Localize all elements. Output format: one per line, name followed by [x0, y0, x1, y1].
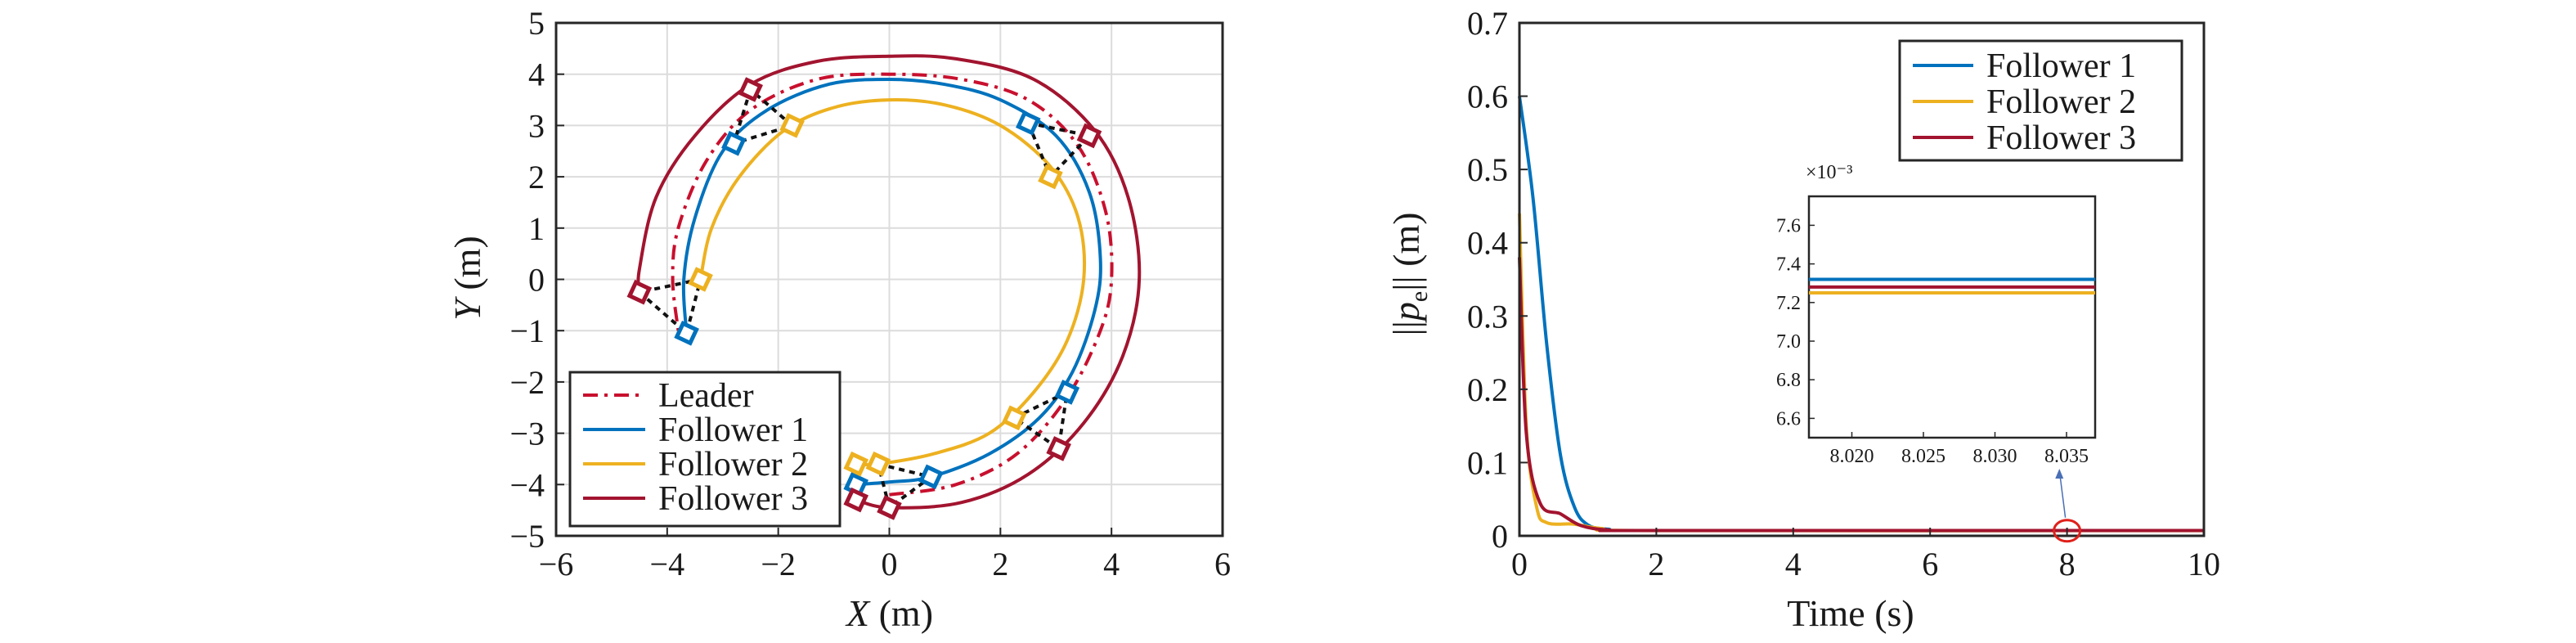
y-tick-label: 0.7	[1467, 5, 1508, 42]
legend-label-follower-3: Follower 3	[1986, 119, 2136, 157]
inset-x-tick-label: 8.020	[1830, 446, 1874, 467]
x-tick-label: −6	[539, 546, 574, 582]
inset-y-tick-label: 7.6	[1776, 215, 1801, 236]
y-tick-label: −5	[509, 518, 545, 555]
y-tick-label: 3	[528, 107, 545, 144]
inset-x-tick-label: 8.030	[1973, 446, 2017, 467]
marker-follower-3	[738, 77, 763, 102]
legend-label-follower-1: Follower 1	[658, 411, 808, 449]
y-tick-label: 0	[528, 262, 545, 299]
inset-y-tick-label: 7.0	[1776, 331, 1801, 353]
y-tick-label: 2	[528, 159, 545, 196]
x-tick-label: 4	[1103, 546, 1120, 582]
trajectory-y-axis-label: Y (m)	[447, 236, 488, 321]
trajectory-x-axis-label: X (m)	[845, 592, 933, 634]
agent-markers	[626, 77, 1102, 520]
y-tick-label: −2	[509, 364, 545, 401]
error-x-ticks: 0 2 4 6 8 10	[1511, 528, 2220, 582]
y-tick-label: 1	[528, 210, 545, 247]
marker-follower-1	[674, 321, 699, 346]
trajectory-y-ticks: −5 −4 −3 −2 −1 0 1 2 3 4 5	[509, 5, 564, 555]
x-tick-label: −2	[761, 546, 796, 582]
error-plot-frame	[1518, 21, 2206, 537]
legend-label-follower-2: Follower 2	[1986, 83, 2136, 121]
inset-y-tick-label: 6.6	[1776, 408, 1801, 429]
series-follower-3	[636, 54, 1142, 510]
y-tick-label: −3	[509, 416, 545, 452]
error-chart: 0 2 4 6 8 10 00.10.20.30.40.50.60.7 Time (s) …	[1385, 5, 2220, 634]
y-tick-label: 4	[528, 56, 545, 93]
legend-box	[568, 371, 841, 528]
marker-follower-2	[688, 267, 713, 292]
error-x-axis-label: Time (s)	[1787, 592, 1914, 634]
y-tick-label: 0.2	[1467, 371, 1508, 408]
marker-follower-2	[1038, 164, 1063, 190]
marker-follower-2	[779, 113, 805, 138]
zoom-highlight	[2053, 519, 2082, 543]
legend-label-follower-3: Follower 3	[658, 480, 808, 518]
formation-link	[1013, 389, 1070, 452]
y-tick-label: −1	[509, 313, 545, 349]
marker-follower-1	[721, 131, 747, 156]
marker-follower-2	[1002, 405, 1027, 431]
inset-y-tick-label: 6.8	[1776, 370, 1801, 391]
series-follower-3	[1518, 257, 2205, 533]
marker-follower-3	[1076, 123, 1102, 149]
marker-follower-3	[877, 495, 902, 520]
y-tick-label: 0.4	[1467, 225, 1508, 262]
marker-follower-2	[865, 451, 891, 477]
x-tick-label: 0	[882, 546, 898, 582]
error-series	[1518, 96, 2205, 533]
marker-follower-3	[1046, 436, 1071, 461]
marker-follower-3	[626, 279, 653, 305]
legend-label-follower-2: Follower 2	[658, 446, 808, 483]
marker-follower-1	[1016, 110, 1041, 136]
inset-x-tick-label: 8.035	[2044, 446, 2089, 467]
x-tick-label: 6	[1922, 546, 1938, 582]
x-tick-label: 2	[992, 546, 1008, 582]
x-tick-label: 6	[1214, 546, 1231, 582]
trajectory-x-ticks: −6 −4 −2 0 2 4 6	[539, 528, 1231, 582]
y-tick-label: −4	[509, 466, 545, 503]
x-tick-label: 8	[2059, 546, 2076, 582]
marker-follower-2	[843, 451, 869, 477]
x-tick-label: 10	[2188, 546, 2220, 582]
formation-link	[1026, 121, 1093, 180]
error-y-ticks: 0 0.1 0.2 0.3 0.4 0.5 0.6 0.7	[1467, 5, 1528, 555]
x-tick-label: 4	[1785, 546, 1802, 582]
zoom-inset: 8.020 8.025 8.030 8.035 6.6 6.8 7.0 7.2 7.4 7.6 ×1…	[1776, 162, 2097, 518]
series-leader	[671, 72, 1114, 497]
y-tick-label: 0	[1492, 518, 1508, 555]
x-tick-label: −4	[650, 546, 685, 582]
legend-label-follower-1: Follower 1	[1986, 47, 2136, 85]
inset-exponent-label: ×10⁻³	[1806, 162, 1852, 183]
x-tick-label: 0	[1511, 546, 1528, 582]
y-tick-label: 5	[528, 5, 545, 42]
marker-follower-1	[1054, 380, 1080, 405]
legend-label-leader: Leader	[658, 377, 754, 415]
formation-link	[876, 462, 936, 510]
zoom-circle	[2053, 519, 2082, 543]
marker-follower-3	[843, 487, 869, 513]
formation-link	[638, 277, 703, 336]
inset-x-tick-label: 8.025	[1901, 446, 1945, 467]
y-tick-label: 0.6	[1467, 79, 1508, 115]
formation-links	[638, 88, 1093, 510]
formation-link	[731, 88, 796, 146]
error-y-axis-label: ||pe|| (m)	[1385, 212, 1433, 335]
series-follower-1	[681, 77, 1102, 487]
inset-frame	[1807, 195, 2097, 439]
y-tick-label: 0.3	[1467, 298, 1508, 335]
inset-y-tick-label: 7.4	[1776, 254, 1801, 276]
inset-y-tick-label: 7.2	[1776, 293, 1801, 314]
marker-follower-1	[918, 464, 944, 490]
x-tick-label: 2	[1648, 546, 1664, 582]
y-tick-label: 0.1	[1467, 444, 1508, 481]
zoom-arrow-head	[2055, 469, 2064, 479]
y-tick-label: 0.5	[1467, 151, 1508, 188]
